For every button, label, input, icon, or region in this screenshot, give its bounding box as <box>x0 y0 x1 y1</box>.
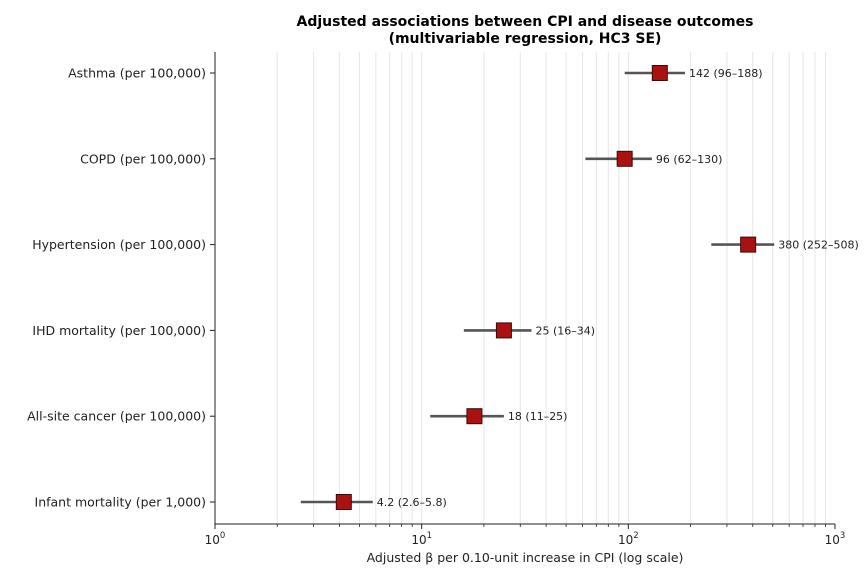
x-tick-label: 100 <box>205 531 226 547</box>
estimate-marker <box>466 408 483 425</box>
gridlines <box>276 52 827 524</box>
estimate-label: 380 (252–508) <box>778 239 859 252</box>
category-label: Asthma (per 100,000) <box>68 66 206 81</box>
category-label: Infant mortality (per 1,000) <box>35 495 206 510</box>
x-axis-ticks: 100 101 102 103 <box>205 524 846 547</box>
forest-row: IHD mortality (per 100,000) 25 (16–34) <box>32 322 596 339</box>
category-label: IHD mortality (per 100,000) <box>32 323 206 338</box>
chart-title-line1: Adjusted associations between CPI and di… <box>297 14 754 30</box>
forest-row: All-site cancer (per 100,000) 18 (11–25) <box>27 408 568 425</box>
estimate-marker <box>616 150 633 167</box>
x-axis-label: Adjusted β per 0.10-unit increase in CPI… <box>367 550 684 565</box>
category-label: Hypertension (per 100,000) <box>32 237 206 252</box>
estimate-label: 25 (16–34) <box>536 324 596 337</box>
forest-rows: Asthma (per 100,000) 142 (96–188) COPD (pe… <box>27 65 859 510</box>
category-label: COPD (per 100,000) <box>80 151 206 166</box>
estimate-label: 4.2 (2.6–5.8) <box>377 496 447 509</box>
x-tick-label: 103 <box>825 531 846 547</box>
category-label: All-site cancer (per 100,000) <box>27 409 206 424</box>
estimate-marker <box>651 65 668 81</box>
estimate-marker <box>740 236 757 253</box>
estimate-marker <box>495 322 512 339</box>
forest-row: Hypertension (per 100,000) 380 (252–508) <box>32 236 859 253</box>
estimate-label: 96 (62–130) <box>656 153 723 166</box>
forest-row: Infant mortality (per 1,000) 4.2 (2.6–5.8… <box>35 494 447 510</box>
axes <box>214 52 835 525</box>
x-tick-label: 102 <box>618 531 639 547</box>
chart-title-line2: (multivariable regression, HC3 SE) <box>389 31 662 47</box>
forest-row: COPD (per 100,000) 96 (62–130) <box>80 150 723 167</box>
x-tick-label: 101 <box>411 531 432 547</box>
estimate-marker <box>335 494 352 510</box>
estimate-label: 18 (11–25) <box>508 410 568 423</box>
forest-row: Asthma (per 100,000) 142 (96–188) <box>68 65 763 81</box>
estimate-label: 142 (96–188) <box>689 67 763 80</box>
